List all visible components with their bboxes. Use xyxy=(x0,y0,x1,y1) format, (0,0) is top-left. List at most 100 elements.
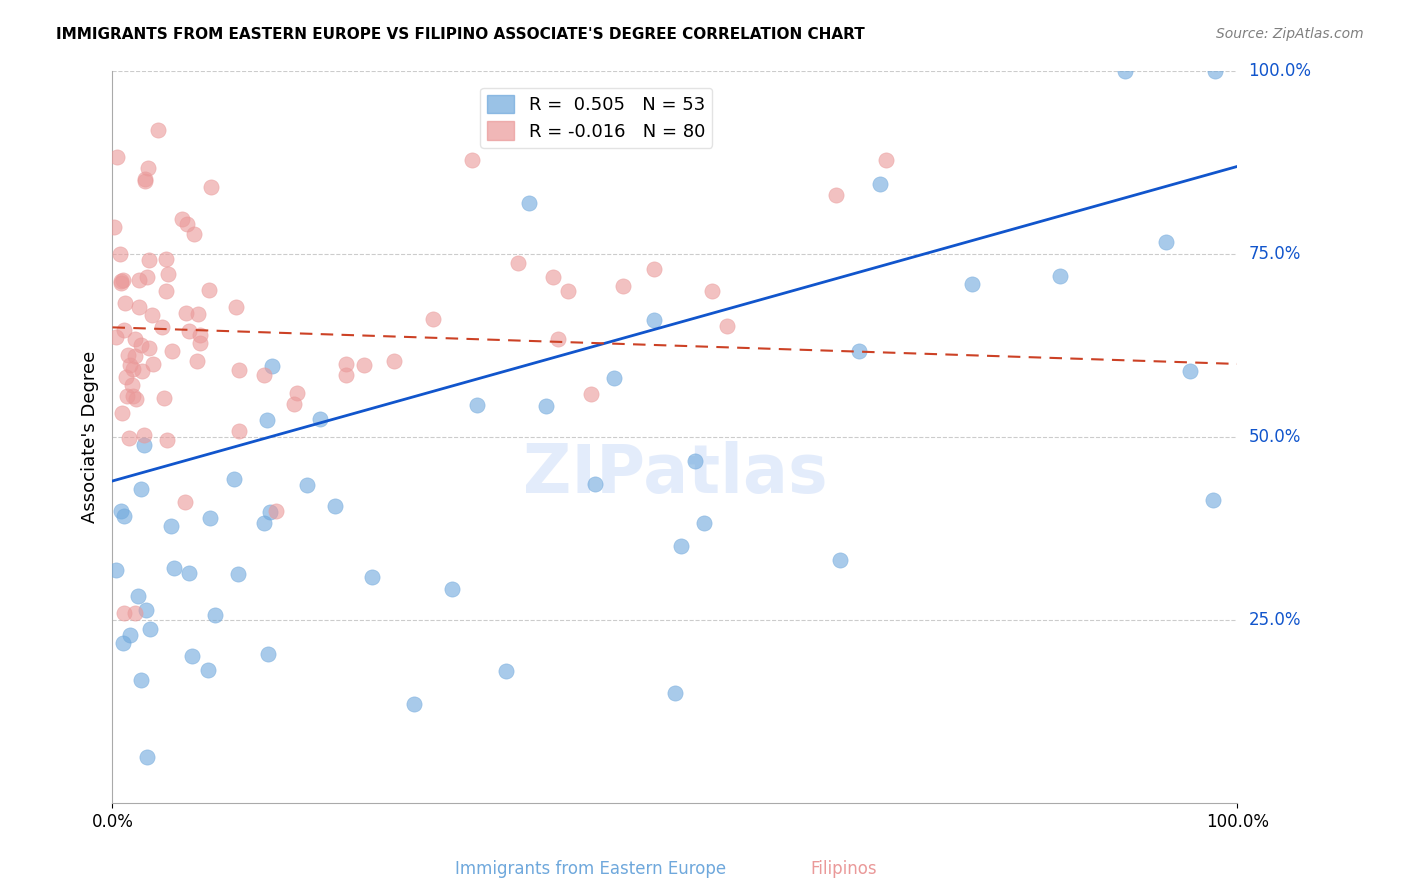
Point xyxy=(664,686,686,700)
Point xyxy=(142,358,165,372)
Point xyxy=(226,566,249,581)
Point xyxy=(1202,492,1225,507)
Point xyxy=(309,412,332,426)
Point xyxy=(692,516,714,531)
Point xyxy=(848,344,870,359)
Point xyxy=(108,246,131,260)
Point xyxy=(129,337,152,351)
Point xyxy=(121,378,143,392)
Point xyxy=(422,311,444,326)
Point xyxy=(112,509,135,524)
Point xyxy=(1204,64,1226,78)
Point xyxy=(253,516,276,531)
Point xyxy=(603,371,626,385)
Legend: R =  0.505   N = 53, R = -0.016   N = 80: R = 0.505 N = 53, R = -0.016 N = 80 xyxy=(479,87,713,148)
Point xyxy=(105,329,128,343)
Point xyxy=(104,563,127,577)
Point xyxy=(828,553,851,567)
Point xyxy=(259,505,281,519)
Point xyxy=(132,438,155,452)
Point xyxy=(228,363,250,377)
Point xyxy=(136,161,159,175)
Point xyxy=(134,428,156,442)
Point xyxy=(547,332,569,346)
Point xyxy=(382,353,405,368)
Point xyxy=(103,219,125,234)
Point xyxy=(188,328,211,343)
Point xyxy=(114,295,136,310)
Point xyxy=(323,499,346,513)
Point xyxy=(262,359,284,374)
Point xyxy=(173,495,195,509)
Point xyxy=(128,300,150,314)
Point xyxy=(335,368,357,383)
Point xyxy=(353,358,375,372)
Point xyxy=(162,343,184,358)
Point xyxy=(875,153,897,168)
Point xyxy=(256,647,278,661)
Point xyxy=(716,318,738,333)
Point xyxy=(112,273,135,287)
Point xyxy=(124,606,146,620)
Point xyxy=(198,283,221,297)
Text: Immigrants from Eastern Europe: Immigrants from Eastern Europe xyxy=(456,860,725,878)
Point xyxy=(134,172,156,186)
Text: Filipinos: Filipinos xyxy=(810,860,877,878)
Point xyxy=(155,284,177,298)
Point xyxy=(579,387,602,401)
Point xyxy=(461,153,484,167)
Point xyxy=(135,603,157,617)
Point xyxy=(111,406,134,420)
Point xyxy=(960,277,983,291)
Point xyxy=(112,323,135,337)
Point xyxy=(118,628,141,642)
Point xyxy=(1154,235,1177,249)
Point xyxy=(197,663,219,677)
Point xyxy=(256,413,278,427)
Text: ZIPatlas: ZIPatlas xyxy=(523,441,827,507)
Point xyxy=(139,622,162,636)
Point xyxy=(135,749,157,764)
Point xyxy=(111,636,134,650)
Point xyxy=(204,607,226,622)
Text: 50.0%: 50.0% xyxy=(1249,428,1301,446)
Point xyxy=(122,389,145,403)
Point xyxy=(141,308,163,322)
Point xyxy=(174,306,197,320)
Point xyxy=(1178,364,1201,378)
Point xyxy=(335,357,357,371)
Point xyxy=(361,570,384,584)
Point xyxy=(159,519,181,533)
Point xyxy=(264,504,287,518)
Point xyxy=(225,300,247,314)
Point xyxy=(127,589,149,603)
Point xyxy=(156,433,179,447)
Point xyxy=(157,267,180,281)
Point xyxy=(1114,64,1136,78)
Y-axis label: Associate's Degree: Associate's Degree xyxy=(80,351,98,524)
Point xyxy=(183,227,205,241)
Point xyxy=(112,606,135,620)
Point xyxy=(585,476,607,491)
Point xyxy=(125,392,148,406)
Point xyxy=(228,424,250,438)
Point xyxy=(135,269,157,284)
Point xyxy=(115,389,138,403)
Point xyxy=(612,278,634,293)
Text: 25.0%: 25.0% xyxy=(1249,611,1301,629)
Point xyxy=(179,566,201,580)
Point xyxy=(131,364,153,378)
Point xyxy=(128,273,150,287)
Point xyxy=(869,178,891,192)
Point xyxy=(150,319,173,334)
Point xyxy=(120,358,142,372)
Text: 100.0%: 100.0% xyxy=(1249,62,1312,80)
Point xyxy=(557,284,579,298)
Point xyxy=(295,478,318,492)
Point xyxy=(402,698,425,712)
Point xyxy=(700,284,723,298)
Point xyxy=(176,217,198,231)
Point xyxy=(200,180,222,194)
Point xyxy=(495,664,517,678)
Point xyxy=(163,561,186,575)
